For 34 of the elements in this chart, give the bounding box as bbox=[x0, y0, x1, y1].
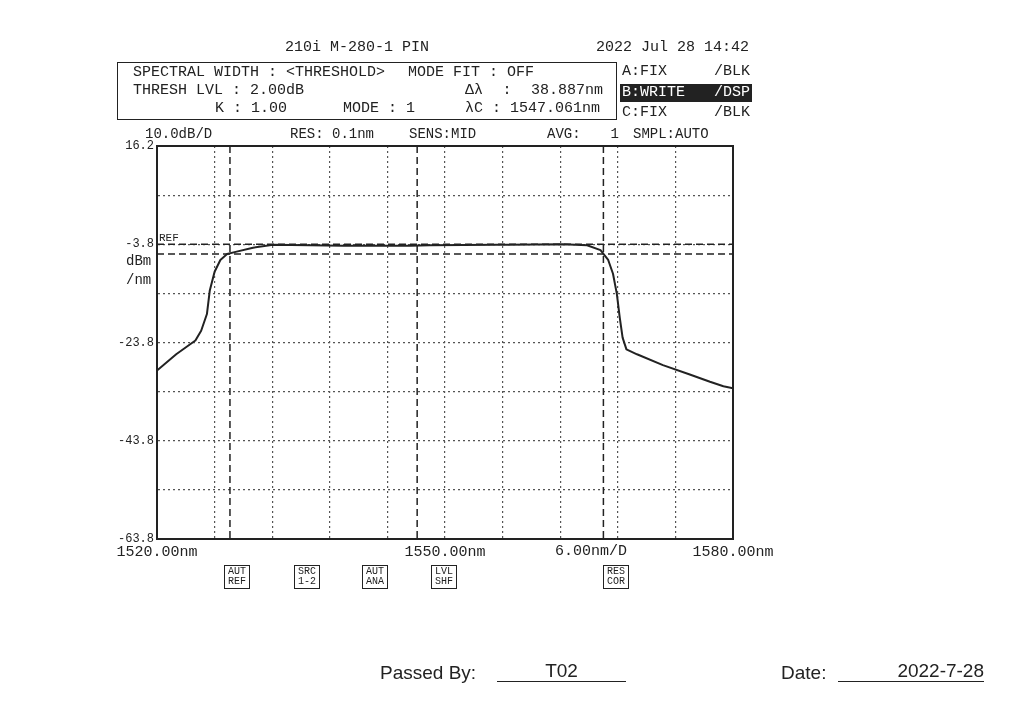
text: AVG: 1 bbox=[547, 125, 619, 143]
key-box: RES COR bbox=[603, 565, 629, 589]
key-box: AUT REF bbox=[224, 565, 250, 589]
text: MODE FIT : OFF bbox=[408, 64, 535, 82]
y-axis-title: dBm/nm bbox=[126, 252, 153, 290]
text: C:FIX /BLK bbox=[622, 104, 750, 122]
y-tick-label: 16.2 bbox=[125, 139, 154, 154]
text: Passed By: bbox=[380, 661, 477, 685]
x-tick-label: 1550.00nm bbox=[404, 543, 486, 561]
text: K : 1.00 bbox=[215, 100, 288, 118]
text: SMPL:AUTO bbox=[633, 125, 709, 143]
key-box: SRC 1-2 bbox=[294, 565, 320, 589]
y-tick-label: -43.8 bbox=[117, 433, 154, 448]
text: Δλ : 38.887nm bbox=[465, 82, 603, 100]
y-tick-label: -3.8 bbox=[125, 237, 154, 252]
text: RES: 0.1nm bbox=[290, 125, 375, 143]
x-tick-label: 1580.00nm bbox=[692, 543, 774, 561]
ref-line-label: REF bbox=[159, 231, 179, 244]
chart-title: 210i M-280-1 PIN bbox=[285, 39, 430, 57]
y-tick-label: -23.8 bbox=[117, 335, 154, 350]
text: SENS:MID bbox=[409, 125, 477, 143]
underline-field: T02 bbox=[497, 659, 626, 683]
text: 2022 Jul 28 14:42 bbox=[596, 39, 750, 57]
text: MODE : 1 bbox=[343, 100, 416, 118]
key-box: LVL SHF bbox=[431, 565, 457, 589]
text: SPECTRAL WIDTH : <THRESHOLD> bbox=[133, 64, 386, 82]
text: λC : 1547.061nm bbox=[465, 100, 601, 118]
x-axis-title: 6.00nm/D bbox=[555, 543, 628, 561]
underline-field: 2022-7-28 bbox=[838, 659, 984, 683]
text: THRESH LVL : 2.00dB bbox=[133, 82, 305, 100]
text: A:FIX /BLK bbox=[622, 63, 750, 81]
key-box: AUT ANA bbox=[362, 565, 388, 589]
highlight-bar: B:WRITE /DSP bbox=[620, 84, 752, 102]
text: Date: bbox=[781, 661, 827, 685]
